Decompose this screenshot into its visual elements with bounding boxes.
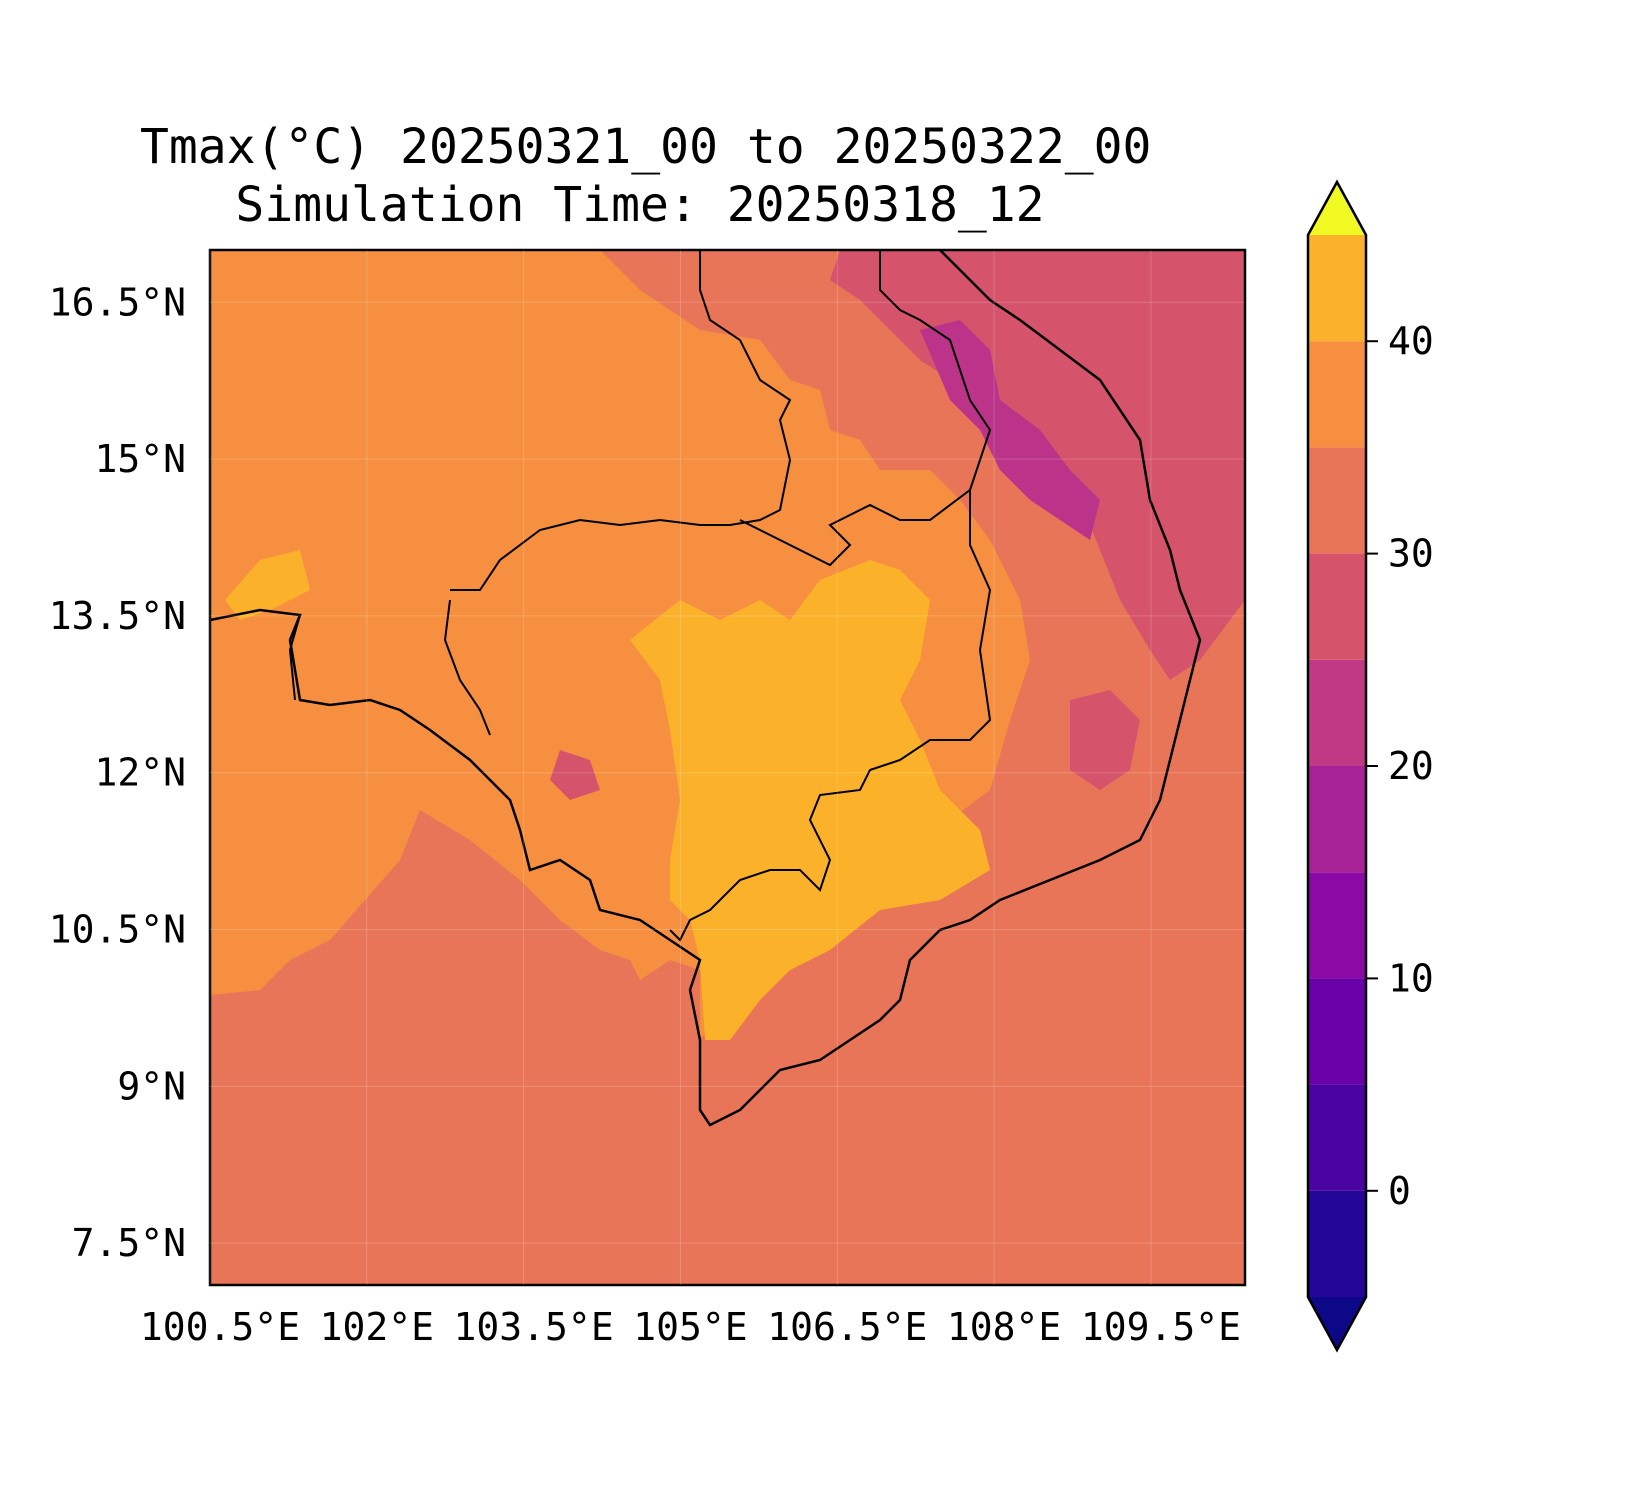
colorbar-under-arrow bbox=[1308, 1297, 1366, 1350]
border-cambodia-vietnam bbox=[669, 488, 992, 942]
lat-tick-label: 10.5°N bbox=[49, 908, 186, 952]
contour-region-32-40-north bbox=[225, 550, 310, 620]
lat-tick-label: 16.5°N bbox=[49, 280, 186, 324]
colorbar-segment bbox=[1308, 553, 1366, 660]
map-frame bbox=[208, 248, 1247, 1287]
colorbar: 40 30 20 10 0 bbox=[1306, 179, 1434, 1353]
border-laos-vietnam bbox=[879, 250, 992, 491]
lon-tick-label: 108°E bbox=[947, 1305, 1061, 1349]
colorbar-over-arrow bbox=[1308, 182, 1366, 235]
colorbar-segment bbox=[1308, 235, 1366, 342]
colorbar-tick-label: 40 bbox=[1388, 319, 1434, 363]
lon-tick-label: 102°E bbox=[320, 1305, 434, 1349]
latitude-axis: 16.5°N 15°N 13.5°N 12°N 10.5°N 9°N 7.5°N bbox=[49, 280, 1245, 1265]
map-subtitle: Simulation Time: 20250318_12 bbox=[235, 177, 1045, 233]
lon-tick-label: 103.5°E bbox=[454, 1305, 614, 1349]
lon-tick-label: 106.5°E bbox=[767, 1305, 927, 1349]
contour-region-18-24-west bbox=[550, 750, 600, 800]
map-title: Tmax(°C) 20250321_00 to 20250322_00 bbox=[140, 119, 1152, 175]
lat-tick-label: 13.5°N bbox=[49, 594, 186, 638]
border-thailand-cambodia bbox=[450, 250, 792, 591]
colorbar-segment bbox=[1308, 341, 1366, 448]
lat-tick-label: 12°N bbox=[94, 751, 186, 795]
colorbar-segment bbox=[1308, 659, 1366, 766]
temperature-map bbox=[210, 250, 1245, 1285]
contour-region-32-40 bbox=[630, 560, 990, 1040]
colorbar-segment bbox=[1308, 766, 1366, 873]
lat-tick-label: 15°N bbox=[94, 437, 186, 481]
lat-tick-label: 7.5°N bbox=[72, 1221, 186, 1265]
colorbar-segment bbox=[1308, 1084, 1366, 1191]
lat-tick-label: 9°N bbox=[117, 1064, 186, 1108]
colorbar-segment bbox=[1308, 872, 1366, 979]
coastline bbox=[210, 250, 1202, 1127]
border-west bbox=[288, 614, 301, 701]
border-thailand-cambodia-west bbox=[443, 599, 491, 736]
colorbar-outline bbox=[1306, 179, 1368, 1353]
colorbar-tick-label: 30 bbox=[1388, 532, 1434, 576]
colorbar-tick-label: 10 bbox=[1388, 956, 1434, 1000]
lon-tick-label: 109.5°E bbox=[1081, 1305, 1241, 1349]
contour-region-14-18 bbox=[920, 320, 1100, 540]
colorbar-tick-label: 0 bbox=[1388, 1169, 1411, 1213]
lon-tick-label: 100.5°E bbox=[140, 1305, 300, 1349]
colorbar-segment bbox=[1308, 978, 1366, 1085]
colorbar-segment bbox=[1308, 447, 1366, 554]
longitude-axis: 100.5°E 102°E 103.5°E 105°E 106.5°E 108°E 109.… bbox=[140, 250, 1241, 1349]
contour-region-18-24-south bbox=[1070, 690, 1140, 790]
colorbar-segment bbox=[1308, 1190, 1366, 1297]
lon-tick-label: 105°E bbox=[633, 1305, 747, 1349]
colorbar-tick-label: 20 bbox=[1388, 744, 1434, 788]
